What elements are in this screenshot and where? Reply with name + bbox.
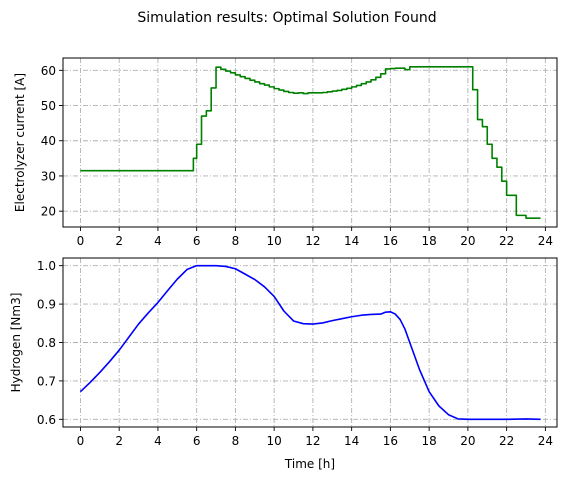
current-y-tick-label: 30	[41, 169, 56, 183]
current-y-axis-label: Electrolyzer current [A]	[13, 73, 27, 212]
current-x-tick-label: 12	[305, 234, 320, 248]
hydrogen-x-tick-label: 24	[538, 434, 553, 448]
current-x-tick-label: 22	[499, 234, 514, 248]
current-x-tick-label: 6	[193, 234, 201, 248]
hydrogen-x-tick-label: 20	[460, 434, 475, 448]
hydrogen-x-axis-label: Time [h]	[284, 457, 335, 471]
figure-suptitle: Simulation results: Optimal Solution Fou…	[137, 10, 436, 26]
hydrogen-series	[79, 264, 541, 421]
current-plot-area	[62, 57, 558, 228]
hydrogen-x-tick-label: 10	[267, 434, 282, 448]
current-x-tick-label: 10	[267, 234, 282, 248]
hydrogen-grid	[63, 258, 557, 427]
current-y-tick-label: 40	[41, 134, 56, 148]
current-x-tick-label: 4	[154, 234, 162, 248]
hydrogen-y-tick-label: 0.6	[37, 413, 56, 427]
hydrogen-x-tick-label: 8	[232, 434, 240, 448]
hydrogen-y-tick-label: 1.0	[37, 259, 56, 273]
hydrogen-y-tick-label: 0.8	[37, 336, 56, 350]
hydrogen-x-tick-label: 0	[77, 434, 85, 448]
current-x-tick-label: 24	[538, 234, 553, 248]
hydrogen-ticks: 0 2 4 6 8 10 12 14 16 18 20 22 240.60.70.80.91.0	[37, 259, 553, 448]
current-y-tick-label: 20	[41, 205, 56, 219]
current-grid	[63, 58, 557, 227]
hydrogen-y-tick-label: 0.7	[37, 374, 56, 388]
current-series	[80, 66, 541, 219]
hydrogen-x-tick-label: 18	[422, 434, 437, 448]
hydrogen-x-tick-label: 6	[193, 434, 201, 448]
current-series-line	[80, 66, 541, 219]
hydrogen-y-tick-label: 0.9	[37, 298, 56, 312]
hydrogen-series-line	[79, 264, 541, 421]
hydrogen-x-tick-label: 12	[305, 434, 320, 448]
current-y-tick-label: 50	[41, 99, 56, 113]
hydrogen-x-tick-label: 22	[499, 434, 514, 448]
hydrogen-x-tick-label: 4	[154, 434, 162, 448]
current-x-tick-label: 16	[383, 234, 398, 248]
hydrogen-y-axis-label: Hydrogen [Nm3]	[9, 293, 23, 393]
current-x-tick-label: 18	[422, 234, 437, 248]
current-x-tick-label: 14	[344, 234, 359, 248]
hydrogen-x-tick-label: 16	[383, 434, 398, 448]
hydrogen-x-tick-label: 14	[344, 434, 359, 448]
hydrogen-chart: 0 2 4 6 8 10 12 14 16 18 20 22 240.60.70.80.91.0 Hyd…	[9, 257, 558, 471]
hydrogen-x-tick-label: 2	[115, 434, 123, 448]
current-x-tick-label: 2	[115, 234, 123, 248]
current-y-tick-label: 60	[41, 64, 56, 78]
current-x-tick-label: 8	[232, 234, 240, 248]
current-x-tick-label: 20	[460, 234, 475, 248]
current-x-tick-label: 0	[77, 234, 85, 248]
